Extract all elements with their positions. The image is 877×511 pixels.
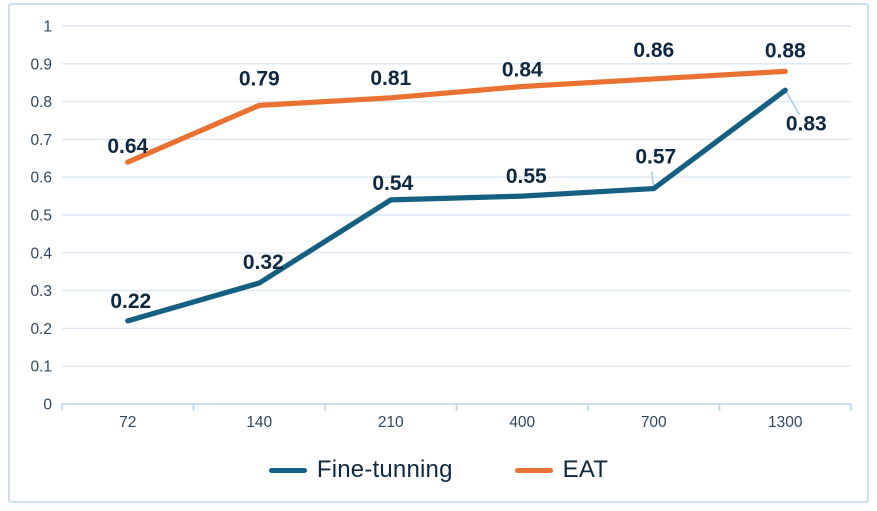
x-tick-label: 210 [378, 414, 404, 431]
legend-item-fine-tunning: Fine-tunning [268, 456, 453, 484]
y-tick-label: 0.8 [30, 94, 52, 111]
data-label: 0.32 [243, 251, 284, 274]
label-leader-line [784, 89, 800, 115]
data-label: 0.86 [633, 39, 674, 62]
data-label: 0.84 [502, 58, 543, 81]
y-tick-label: 0.7 [30, 132, 52, 149]
data-label: 0.64 [107, 135, 148, 158]
data-label: 0.55 [506, 165, 547, 188]
legend-label: Fine-tunning [316, 456, 453, 483]
legend-line-swatch [514, 467, 553, 473]
y-tick-label: 1 [43, 19, 52, 36]
data-label: 0.79 [239, 67, 280, 90]
x-tick-label: 700 [641, 414, 667, 431]
data-label: 0.54 [372, 172, 413, 195]
data-label: 0.22 [110, 290, 151, 313]
y-tick-label: 0.2 [30, 321, 52, 338]
legend-label: EAT [562, 456, 609, 483]
data-label: 0.83 [786, 112, 827, 135]
chart-legend: Fine-tunning EAT [0, 452, 877, 488]
y-tick-label: 0 [43, 397, 52, 414]
y-tick-label: 0.4 [30, 245, 52, 262]
x-tick-label: 400 [509, 414, 535, 431]
x-tick-label: 72 [119, 414, 136, 431]
data-label: 0.88 [765, 39, 806, 62]
y-tick-label: 0.6 [30, 170, 52, 187]
y-tick-label: 0.9 [30, 56, 52, 73]
legend-item-eat: EAT [514, 456, 609, 484]
data-label: 0.81 [370, 67, 411, 90]
series-line-eat [125, 68, 788, 165]
series-line-fine-tunning [125, 87, 788, 324]
y-tick-label: 0.1 [30, 359, 52, 376]
legend-line-swatch [268, 467, 307, 473]
x-tick-label: 1300 [768, 414, 803, 431]
y-tick-label: 0.3 [30, 283, 52, 300]
data-label: 0.57 [635, 146, 676, 169]
y-tick-label: 0.5 [30, 208, 52, 225]
x-tick-label: 140 [246, 414, 272, 431]
